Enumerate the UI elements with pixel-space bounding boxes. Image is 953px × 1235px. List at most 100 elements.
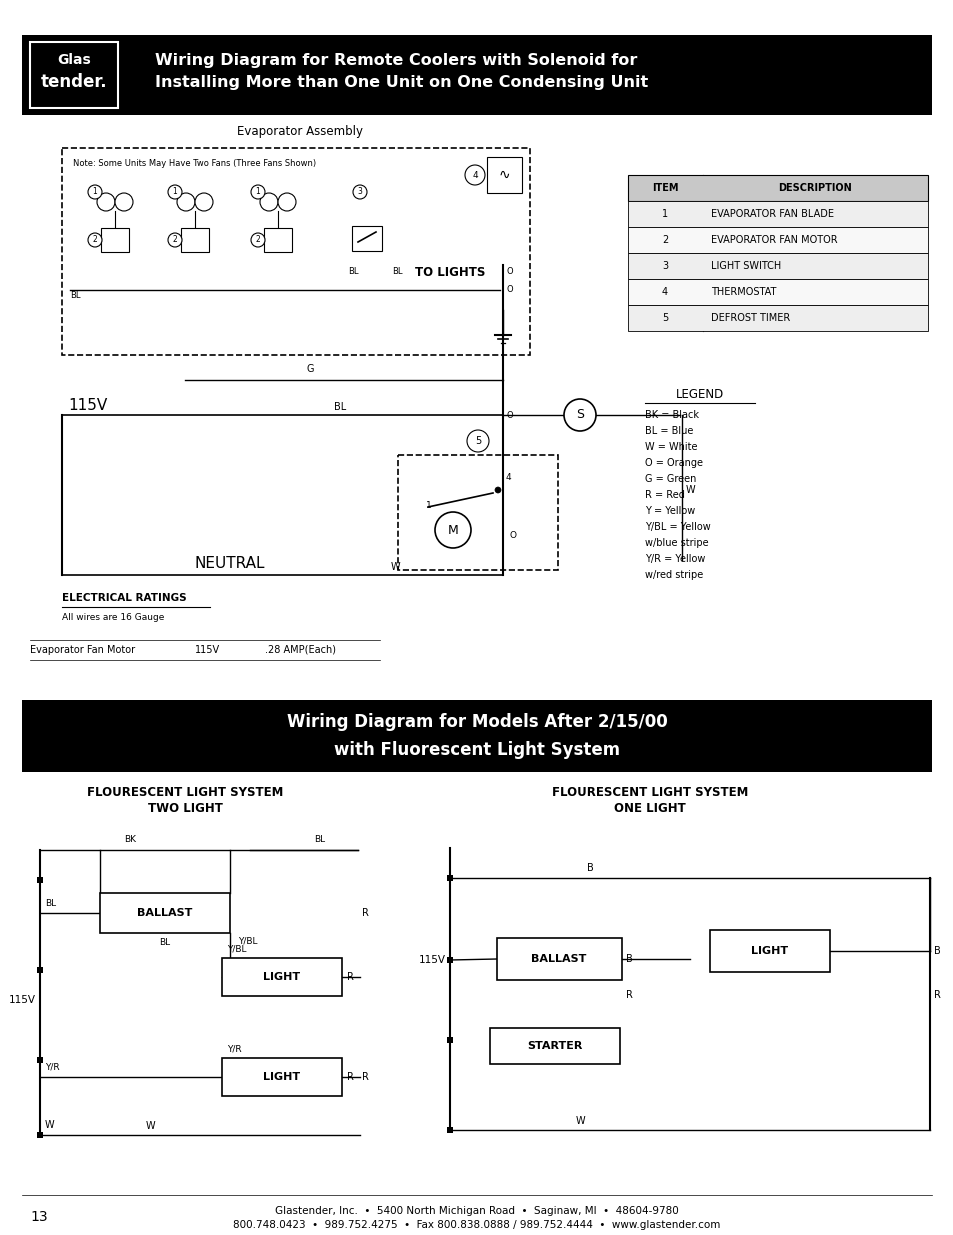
Text: LIGHT: LIGHT [263,1072,300,1082]
Text: Evaporator Assembly: Evaporator Assembly [236,126,363,138]
Text: TWO LIGHT: TWO LIGHT [148,802,222,815]
Text: 4: 4 [505,473,511,482]
Text: Y/BL: Y/BL [227,944,246,953]
Text: LIGHT: LIGHT [263,972,300,982]
Text: 800.748.0423  •  989.752.4275  •  Fax 800.838.0888 / 989.752.4444  •  www.glaste: 800.748.0423 • 989.752.4275 • Fax 800.83… [233,1220,720,1230]
Text: Y = Yellow: Y = Yellow [644,506,695,516]
Bar [30,42,118,107]
Circle shape [467,430,489,452]
Text: 1: 1 [426,500,432,510]
Text: Glas: Glas [57,53,91,67]
Text: LIGHT: LIGHT [751,946,788,956]
Circle shape [251,233,265,247]
Text: Y/BL: Y/BL [237,936,257,946]
Bar [447,876,453,881]
Text: 3: 3 [357,188,362,196]
Bar [100,893,230,932]
Circle shape [353,185,367,199]
Circle shape [464,165,484,185]
Circle shape [97,193,115,211]
Bar [62,148,530,354]
Bar [352,226,381,251]
Text: STARTER: STARTER [527,1041,582,1051]
Bar [222,1058,341,1095]
Text: Y/R: Y/R [45,1063,59,1072]
Text: 4: 4 [661,287,667,296]
Bar [37,1132,43,1137]
Text: DEFROST TIMER: DEFROST TIMER [710,312,789,324]
Text: ITEM: ITEM [651,183,678,193]
Text: BK: BK [124,835,136,844]
Bar [101,228,129,252]
Text: 115V: 115V [9,995,36,1005]
Text: O = Orange: O = Orange [644,458,702,468]
Text: BL: BL [159,939,171,947]
Text: Wiring Diagram for Remote Coolers with Solenoid for: Wiring Diagram for Remote Coolers with S… [154,53,637,68]
Bar [22,35,931,115]
Bar [222,958,341,995]
Text: R: R [347,972,354,982]
Text: EVAPORATOR FAN BLADE: EVAPORATOR FAN BLADE [710,209,833,219]
Circle shape [194,193,213,211]
Text: G: G [306,364,314,374]
Circle shape [563,399,596,431]
Text: B: B [933,946,940,956]
Text: NEUTRAL: NEUTRAL [194,556,265,571]
Text: LEGEND: LEGEND [675,389,723,401]
Text: W: W [685,485,695,495]
Bar [709,930,829,972]
Text: R: R [361,1072,369,1082]
Circle shape [251,185,265,199]
Text: .28 AMP(Each): .28 AMP(Each) [265,645,335,655]
Text: FLOURESCENT LIGHT SYSTEM: FLOURESCENT LIGHT SYSTEM [551,785,747,799]
Text: 1: 1 [172,188,177,196]
Text: DESCRIPTION: DESCRIPTION [778,183,851,193]
Bar [37,967,43,973]
Text: BALLAST: BALLAST [137,908,193,918]
Bar [627,175,927,201]
Text: BL: BL [334,403,346,412]
Text: BL: BL [348,268,358,277]
Text: O: O [506,268,513,277]
Text: 115V: 115V [68,398,107,412]
Text: W: W [390,562,399,572]
Circle shape [277,193,295,211]
Text: ∿: ∿ [497,168,509,182]
Text: BL: BL [314,835,325,844]
Text: BL: BL [45,899,56,908]
Bar [447,1128,453,1132]
Text: FLOURESCENT LIGHT SYSTEM: FLOURESCENT LIGHT SYSTEM [87,785,283,799]
Text: THERMOSTAT: THERMOSTAT [710,287,776,296]
Text: 1: 1 [92,188,97,196]
Text: 1: 1 [255,188,260,196]
Text: Installing More than One Unit on One Condensing Unit: Installing More than One Unit on One Con… [154,75,648,90]
Bar [627,279,927,305]
Text: BL: BL [392,268,402,277]
Text: R: R [933,990,940,1000]
Text: R: R [625,990,632,1000]
Text: 2: 2 [172,236,177,245]
Text: Wiring Diagram for Models After 2/15/00: Wiring Diagram for Models After 2/15/00 [286,713,667,731]
Text: R: R [347,1072,354,1082]
Bar [181,228,209,252]
Text: M: M [447,524,457,536]
Text: O: O [506,410,513,420]
Text: BALLAST: BALLAST [531,953,586,965]
Text: 2: 2 [255,236,260,245]
Bar [37,1057,43,1063]
Text: with Fluorescent Light System: with Fluorescent Light System [334,741,619,760]
Text: 1: 1 [661,209,667,219]
Text: G = Green: G = Green [644,474,696,484]
Text: 13: 13 [30,1210,48,1224]
Text: W: W [145,1121,154,1131]
Text: 4: 4 [472,170,477,179]
Bar [497,939,621,981]
Text: B: B [625,953,632,965]
Bar [627,201,927,227]
Circle shape [168,185,182,199]
Text: LIGHT SWITCH: LIGHT SWITCH [710,261,781,270]
Bar [627,227,927,253]
Bar [447,957,453,963]
Bar [627,305,927,331]
Text: Evaporator Fan Motor: Evaporator Fan Motor [30,645,135,655]
